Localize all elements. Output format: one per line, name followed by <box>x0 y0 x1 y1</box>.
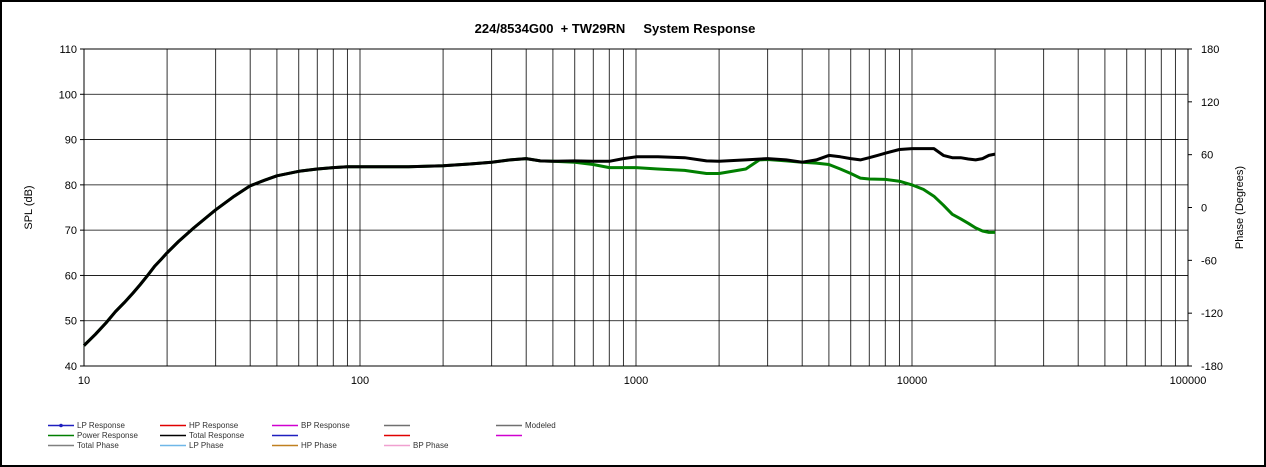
x-tick-label: 1000 <box>624 375 648 387</box>
y-axis-label: SPL (dB) <box>23 185 35 229</box>
series-line-total-response <box>82 147 996 347</box>
legend-label: BP Response <box>301 421 350 430</box>
chart-title: 224/8534G00 + TW29RN System Response <box>475 21 756 36</box>
x-tick-label: 100000 <box>1170 375 1207 387</box>
y-tick-label: 110 <box>59 44 77 56</box>
y2-tick-label: 60 <box>1201 150 1213 162</box>
y-tick-label: 90 <box>65 135 77 147</box>
y2-tick-label: -180 <box>1201 361 1223 373</box>
legend-label: HP Phase <box>301 441 337 450</box>
legend-label: Modeled <box>525 421 556 430</box>
legend-label: LP Response <box>77 421 125 430</box>
x-tick-label: 100 <box>351 375 369 387</box>
y-tick-label: 100 <box>59 89 77 101</box>
y-tick-label: 70 <box>65 225 77 237</box>
y2-tick-label: 0 <box>1201 203 1207 215</box>
x-tick-label: 10000 <box>897 375 928 387</box>
legend-label: HP Response <box>189 421 239 430</box>
legend-label: BP Phase <box>413 441 449 450</box>
y-tick-label: 40 <box>65 361 77 373</box>
y2-tick-label: 180 <box>1201 44 1219 56</box>
legend-label: LP Phase <box>189 441 224 450</box>
legend-label: Total Phase <box>77 441 119 450</box>
legend-label: Total Response <box>189 431 245 440</box>
legend-label: Power Response <box>77 431 138 440</box>
y-tick-label: 80 <box>65 180 77 192</box>
legend-marker <box>59 423 63 428</box>
y2-tick-label: -120 <box>1201 308 1223 320</box>
y2-tick-label: 120 <box>1201 97 1219 109</box>
y2-tick-label: -60 <box>1201 255 1217 267</box>
y-tick-label: 50 <box>65 316 77 328</box>
y2-axis-label: Phase (Degrees) <box>1234 166 1246 249</box>
y-tick-label: 60 <box>65 270 77 282</box>
x-tick-label: 10 <box>78 375 90 387</box>
